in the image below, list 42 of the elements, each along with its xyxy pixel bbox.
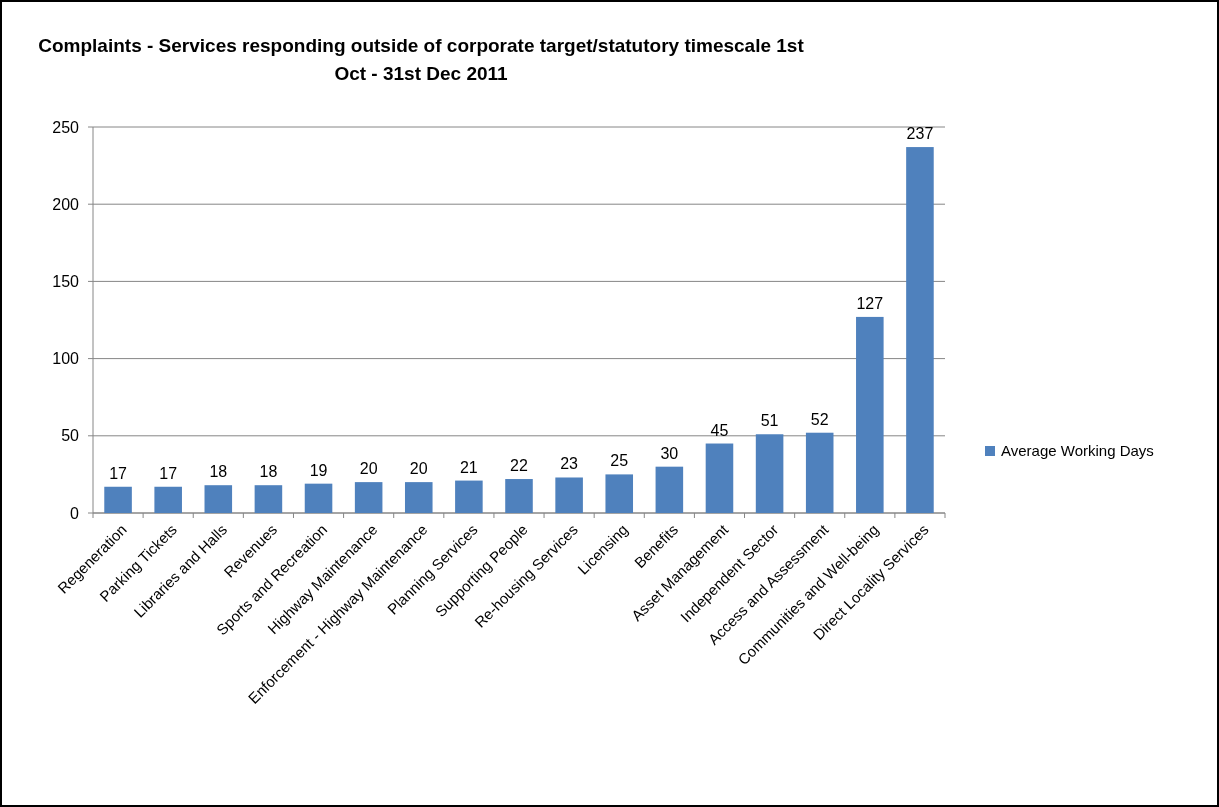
- y-tick-label: 250: [52, 118, 80, 136]
- data-label: 52: [810, 410, 829, 428]
- data-label: 17: [109, 464, 128, 482]
- legend-label: Average Working Days: [1001, 442, 1154, 460]
- data-label: 20: [359, 460, 378, 478]
- data-label: 18: [259, 463, 278, 481]
- bar: [404, 482, 433, 513]
- bar: [805, 432, 834, 513]
- data-label: 22: [510, 457, 528, 475]
- data-label: 237: [906, 125, 934, 143]
- bar: [655, 466, 684, 513]
- bar: [705, 443, 734, 513]
- y-tick-label: 0: [70, 504, 80, 522]
- bar: [605, 474, 634, 513]
- bar: [204, 485, 233, 513]
- data-label: 51: [760, 412, 779, 430]
- bar: [455, 480, 483, 513]
- data-label: 45: [710, 421, 729, 439]
- data-label: 19: [309, 461, 328, 479]
- data-label: 18: [209, 463, 228, 481]
- bar: [154, 486, 182, 513]
- data-label: 17: [159, 464, 178, 482]
- bar: [856, 316, 884, 513]
- chart-title: Complaints - Services responding outside of corporate target/statutory timescale 1st Oct - 31st Dec 2011: [38, 35, 805, 84]
- data-label: 127: [856, 294, 884, 312]
- bar: [906, 147, 934, 513]
- bar: [104, 486, 132, 513]
- y-tick-label: 200: [52, 195, 80, 213]
- bar: [254, 485, 283, 513]
- data-label: 20: [409, 460, 428, 478]
- bar: [755, 434, 784, 513]
- y-tick-label: 150: [52, 273, 80, 290]
- data-label: 30: [660, 444, 679, 462]
- bar: [354, 482, 383, 513]
- data-label: 21: [459, 458, 478, 476]
- bar: [555, 477, 583, 513]
- data-label: 25: [610, 452, 629, 470]
- y-tick-label: 100: [52, 350, 80, 368]
- y-tick-label: 50: [61, 427, 80, 445]
- data-label: 23: [560, 455, 579, 473]
- bar: [505, 479, 533, 513]
- bar: [304, 483, 333, 513]
